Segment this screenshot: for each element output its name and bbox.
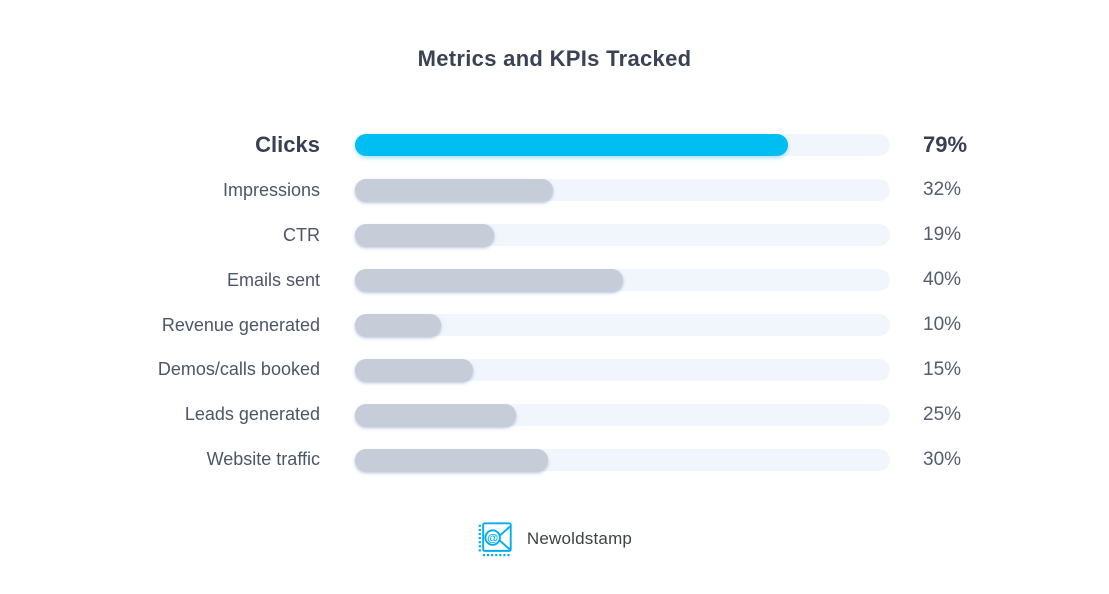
- chart-row: CTR 19%: [0, 213, 1109, 258]
- bar-track: [355, 269, 890, 292]
- category-label: Demos/calls booked: [157, 359, 320, 380]
- bar-track: [355, 358, 890, 381]
- value-label: 19%: [923, 224, 962, 246]
- bar-track: [355, 134, 890, 157]
- category-label: Leads generated: [184, 404, 320, 425]
- category-label: Clicks: [255, 132, 320, 158]
- brand-name: Newoldstamp: [526, 529, 633, 548]
- category-label: Emails sent: [226, 269, 320, 290]
- bar-track: [355, 179, 890, 202]
- value-label: 30%: [923, 448, 962, 470]
- value-label: 32%: [923, 179, 962, 201]
- value-label: 15%: [923, 358, 962, 380]
- bar-track: [355, 448, 890, 471]
- value-label: 25%: [923, 403, 962, 425]
- bar-fill: [355, 314, 441, 336]
- chart-row: Clicks 79%: [0, 123, 1109, 168]
- bar-fill: [355, 358, 473, 381]
- value-label: 79%: [923, 132, 968, 158]
- chart-row: Leads generated 25%: [0, 392, 1109, 437]
- chart-title: Metrics and KPIs Tracked: [417, 46, 692, 71]
- bar-fill: [355, 134, 789, 157]
- bar-track: [355, 314, 890, 336]
- value-label: 10%: [923, 314, 962, 335]
- category-label: Revenue generated: [161, 314, 320, 335]
- bar-track: [355, 403, 890, 426]
- chart-row: Revenue generated 10%: [0, 303, 1109, 348]
- bar-fill: [355, 403, 516, 426]
- chart-row: Website traffic 30%: [0, 437, 1109, 482]
- category-label: Impressions: [222, 179, 320, 200]
- category-label: Website traffic: [206, 449, 320, 470]
- brand-footer: @ Newoldstamp: [0, 520, 1109, 558]
- chart-row: Emails sent 40%: [0, 258, 1109, 303]
- bar-fill: [355, 448, 548, 471]
- bar-fill: [355, 224, 495, 247]
- chart-row: Demos/calls booked 15%: [0, 347, 1109, 392]
- bar-fill: [355, 179, 553, 202]
- bar-chart: Clicks 79% Impressions 32% CTR 19% Email…: [0, 123, 1109, 482]
- bar-fill: [355, 269, 623, 292]
- bar-track: [355, 224, 890, 247]
- chart-row: Impressions 32%: [0, 168, 1109, 213]
- value-label: 40%: [923, 269, 962, 291]
- stamp-envelope-at-icon: @: [478, 522, 512, 557]
- svg-text:@: @: [487, 533, 498, 545]
- category-label: CTR: [283, 224, 320, 245]
